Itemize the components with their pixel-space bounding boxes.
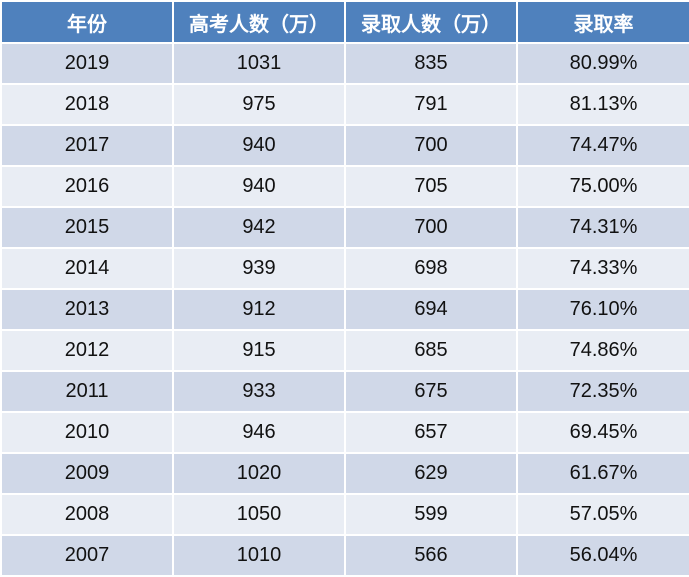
- table-row: 2008 1050 599 57.05%: [0, 493, 689, 536]
- cell-admission-rate: 61.67%: [516, 452, 689, 495]
- cell-admitted: 700: [344, 206, 518, 249]
- header-admission-rate: 录取率: [516, 0, 689, 44]
- cell-year: 2007: [0, 534, 174, 577]
- cell-exam-takers: 1020: [172, 452, 346, 495]
- cell-year: 2011: [0, 370, 174, 413]
- table-row: 2017 940 700 74.47%: [0, 124, 689, 167]
- cell-admission-rate: 74.47%: [516, 124, 689, 167]
- cell-year: 2009: [0, 452, 174, 495]
- cell-exam-takers: 933: [172, 370, 346, 413]
- table-row: 2010 946 657 69.45%: [0, 411, 689, 454]
- cell-admitted: 685: [344, 329, 518, 372]
- cell-admission-rate: 75.00%: [516, 165, 689, 208]
- table-row: 2015 942 700 74.31%: [0, 206, 689, 249]
- table-body: 2019 1031 835 80.99% 2018 975 791 81.13% 2017 940…: [0, 42, 689, 577]
- cell-admission-rate: 57.05%: [516, 493, 689, 536]
- table-row: 2016 940 705 75.00%: [0, 165, 689, 208]
- cell-exam-takers: 912: [172, 288, 346, 331]
- cell-admission-rate: 76.10%: [516, 288, 689, 331]
- table-row: 2018 975 791 81.13%: [0, 83, 689, 126]
- cell-year: 2018: [0, 83, 174, 126]
- cell-admitted: 835: [344, 42, 518, 85]
- cell-admitted: 566: [344, 534, 518, 577]
- cell-admitted: 694: [344, 288, 518, 331]
- cell-year: 2013: [0, 288, 174, 331]
- table-row: 2007 1010 566 56.04%: [0, 534, 689, 577]
- cell-year: 2017: [0, 124, 174, 167]
- cell-admitted: 629: [344, 452, 518, 495]
- cell-exam-takers: 1031: [172, 42, 346, 85]
- cell-admission-rate: 69.45%: [516, 411, 689, 454]
- cell-exam-takers: 975: [172, 83, 346, 126]
- cell-admitted: 698: [344, 247, 518, 290]
- cell-exam-takers: 915: [172, 329, 346, 372]
- cell-year: 2015: [0, 206, 174, 249]
- cell-admission-rate: 74.33%: [516, 247, 689, 290]
- cell-admission-rate: 81.13%: [516, 83, 689, 126]
- cell-admission-rate: 72.35%: [516, 370, 689, 413]
- table-row: 2011 933 675 72.35%: [0, 370, 689, 413]
- cell-admission-rate: 74.86%: [516, 329, 689, 372]
- cell-exam-takers: 940: [172, 165, 346, 208]
- table-row: 2014 939 698 74.33%: [0, 247, 689, 290]
- header-year: 年份: [0, 0, 174, 44]
- cell-exam-takers: 1050: [172, 493, 346, 536]
- table-row: 2019 1031 835 80.99%: [0, 42, 689, 85]
- cell-year: 2012: [0, 329, 174, 372]
- header-row: 年份 高考人数（万） 录取人数（万） 录取率: [0, 0, 689, 44]
- table-row: 2013 912 694 76.10%: [0, 288, 689, 331]
- cell-admitted: 700: [344, 124, 518, 167]
- cell-year: 2010: [0, 411, 174, 454]
- cell-exam-takers: 940: [172, 124, 346, 167]
- cell-admitted: 705: [344, 165, 518, 208]
- cell-exam-takers: 942: [172, 206, 346, 249]
- cell-admission-rate: 74.31%: [516, 206, 689, 249]
- header-exam-takers: 高考人数（万）: [172, 0, 346, 44]
- cell-exam-takers: 1010: [172, 534, 346, 577]
- cell-admission-rate: 80.99%: [516, 42, 689, 85]
- cell-admitted: 599: [344, 493, 518, 536]
- cell-admitted: 675: [344, 370, 518, 413]
- cell-year: 2019: [0, 42, 174, 85]
- cell-admitted: 657: [344, 411, 518, 454]
- cell-admitted: 791: [344, 83, 518, 126]
- cell-year: 2008: [0, 493, 174, 536]
- cell-year: 2014: [0, 247, 174, 290]
- header-admitted: 录取人数（万）: [344, 0, 518, 44]
- table-row: 2009 1020 629 61.67%: [0, 452, 689, 495]
- cell-exam-takers: 939: [172, 247, 346, 290]
- table-row: 2012 915 685 74.86%: [0, 329, 689, 372]
- cell-year: 2016: [0, 165, 174, 208]
- cell-admission-rate: 56.04%: [516, 534, 689, 577]
- cell-exam-takers: 946: [172, 411, 346, 454]
